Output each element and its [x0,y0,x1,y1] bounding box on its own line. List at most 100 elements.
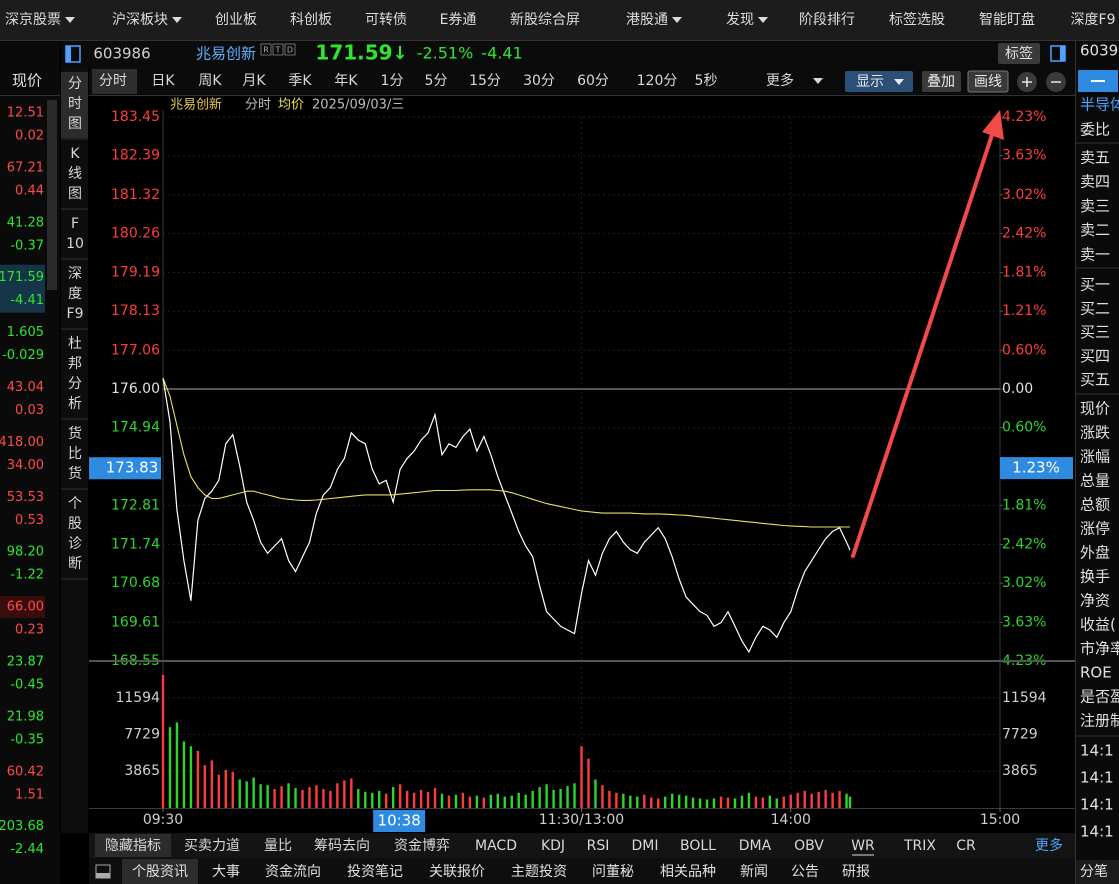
indicator-tab[interactable]: 资金博弈 [394,837,450,854]
info-tab[interactable]: 关联报价 [429,864,485,880]
side-tab[interactable]: 分时图 [68,76,82,132]
volume-bar [454,794,458,808]
info-tab[interactable]: 公告 [791,864,819,880]
info-tab[interactable]: 资金流向 [265,864,321,880]
side-tab[interactable]: 货比货 [68,425,82,482]
drawn-arrow [851,110,1004,558]
more-button[interactable]: 更多 [766,72,794,89]
menu-item[interactable]: 科创板 [290,12,332,28]
info-tab[interactable]: 新闻 [740,864,768,880]
period-tab[interactable]: 月K [242,73,266,89]
period-tab[interactable]: 1分 [381,73,404,89]
indicator-tab[interactable]: 买卖力道 [184,838,240,854]
indicator-tab[interactable]: WR [851,838,875,854]
menu-item[interactable]: 阶段排行 [799,12,855,28]
menu-item[interactable]: 标签选股 [889,11,945,28]
indicator-tab[interactable]: KDJ [541,838,565,854]
period-tab[interactable]: 5秒 [695,73,718,89]
menu-item[interactable]: 创业板 [215,12,257,28]
watch-price[interactable]: 66.00 [7,600,44,615]
watch-price[interactable]: 43.04 [7,380,44,395]
legend-entry: 分时 [245,98,271,113]
indicator-tab[interactable]: RSI [587,838,610,854]
watch-price[interactable]: 67.21 [7,160,44,175]
period-tab[interactable]: 5分 [425,73,448,89]
watch-price[interactable]: 418.00 [0,435,44,450]
stock-code: 603986 [93,45,150,63]
side-tab[interactable]: 个股诊断 [68,496,82,572]
period-tab[interactable]: 60分 [577,73,609,89]
indicator-tab[interactable]: 隐藏指标 [105,838,161,854]
info-tab[interactable]: 研报 [842,864,870,880]
info-tab[interactable]: 相关品种 [660,864,716,880]
overlay-button[interactable]: 叠加 [927,74,955,90]
watch-price[interactable]: 1.605 [7,325,44,340]
indicator-tab[interactable]: DMA [739,838,772,854]
side-tab[interactable]: 深度 F9 [67,266,84,322]
indicator-tab[interactable]: 更多 [1035,837,1063,854]
watch-price[interactable]: 171.59 [0,270,44,285]
side-tab[interactable]: 杜邦分析 [68,336,82,412]
y-tick-label: 178.13 [111,303,160,319]
watch-price[interactable]: 203.68 [0,819,44,834]
panel-label: 委比 [1080,121,1110,139]
panel-icon [1060,46,1065,61]
indicator-tab[interactable]: MACD [475,838,517,854]
trade-time: 14:1 [1080,796,1114,814]
volume-bar [545,784,548,808]
menu-item[interactable]: 深京股票 [5,12,61,28]
info-tab[interactable]: 问董秘 [592,864,634,880]
volume-bar [670,793,674,808]
period-tab[interactable]: 季K [288,73,312,89]
watch-price[interactable]: 98.20 [7,545,44,560]
tick-tab[interactable]: 分笔 [1080,864,1108,880]
side-tab[interactable]: F 10 [66,216,84,252]
info-tab[interactable]: 主题投资 [511,864,567,880]
x-tick-label: 11:30/13:00 [539,812,624,828]
watch-price[interactable]: 60.42 [7,764,44,779]
watch-price[interactable]: 23.87 [7,655,44,670]
period-tab[interactable]: 分时 [99,73,127,89]
period-tab[interactable]: 15分 [469,73,501,89]
volume-bar [315,785,318,808]
display-button[interactable]: 显示 [856,74,884,90]
info-tab[interactable]: 个股资讯 [132,864,188,880]
menu-item[interactable]: 港股通 [626,12,668,28]
indicator-tab[interactable]: TRIX [903,838,936,854]
watch-price[interactable]: 53.53 [7,490,44,505]
indicator-tab[interactable]: OBV [794,838,824,854]
watch-change: 0.02 [15,129,44,144]
info-tab[interactable]: 大事 [212,864,240,880]
menu-item[interactable]: 新股综合屏 [510,12,580,28]
watch-price[interactable]: 41.28 [7,215,44,230]
indicator-tab[interactable]: BOLL [680,838,716,854]
watch-price[interactable]: 12.51 [7,106,44,121]
side-tab[interactable]: K 线图 [68,146,82,202]
indicator-tab[interactable]: DMI [632,838,659,854]
button-bg [922,71,961,92]
menu-item[interactable]: E券通 [440,12,477,28]
menu-item[interactable]: 深度F9 [1071,12,1116,28]
stock-name: 兆易创新 [196,45,256,63]
button-bg [998,43,1040,64]
period-tab[interactable]: 日K [151,73,175,89]
tag-button[interactable]: 标签 [1005,45,1033,62]
period-tab[interactable]: 120分 [637,73,678,89]
volume-bar [503,796,506,808]
period-tab[interactable]: 30分 [523,73,555,89]
indicator-tab[interactable]: 筹码去向 [314,837,370,854]
period-tab[interactable]: 年K [334,73,358,89]
button-bg [967,70,1009,93]
volume-bar [280,786,283,808]
draw-button[interactable]: 画线 [974,74,1002,90]
menu-item[interactable]: 智能盯盘 [979,11,1035,28]
volume-bar [848,796,852,808]
watch-price[interactable]: 21.98 [7,709,44,724]
info-tab[interactable]: 投资笔记 [347,864,403,880]
menu-item[interactable]: 可转债 [365,12,407,28]
menu-item[interactable]: 发现 [726,12,754,28]
indicator-tab[interactable]: CR [956,838,976,854]
period-tab[interactable]: 周K [198,73,222,89]
menu-item[interactable]: 沪深板块 [112,12,168,28]
indicator-tab[interactable]: 量比 [264,838,292,854]
